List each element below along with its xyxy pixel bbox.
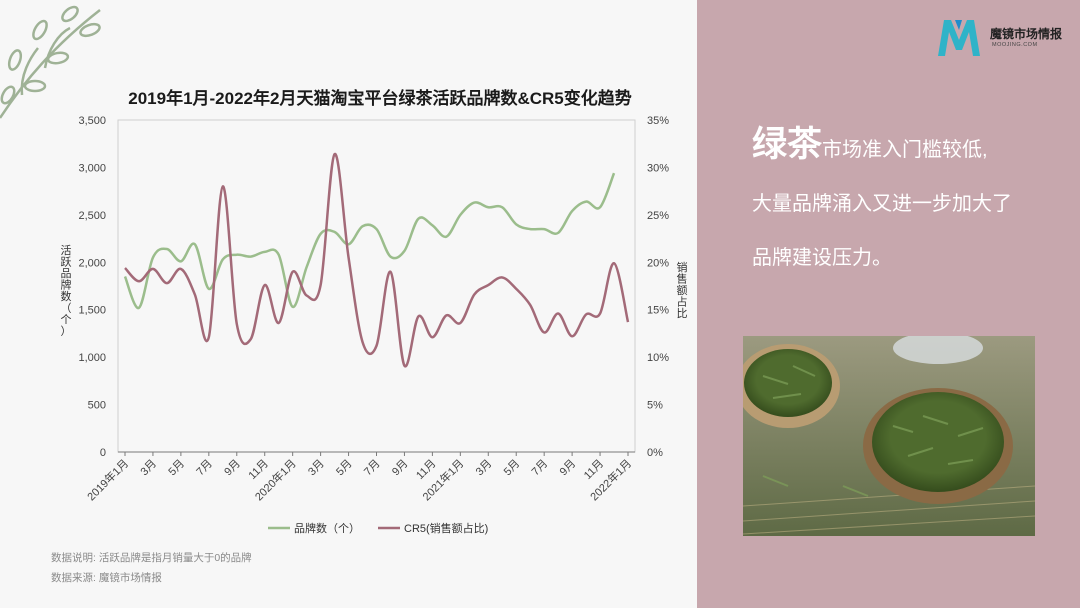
y-right-tick-label: 30% [647,162,669,174]
axes: 0 500 1,000 1,500 2,000 2,500 3,000 3,500 0% 5% 10… [61,115,688,503]
legend-label: CR5(销售额占比) [404,521,488,535]
green-tea-photo [743,336,1035,536]
axis-title-char: 数 [61,290,72,303]
x-tick-label: 9月 [390,458,411,479]
brand-name: 魔镜市场情报 [990,27,1063,41]
headline-line1: 市场准入门槛较低, [822,139,988,161]
axis-title-char: 活 [61,244,72,257]
chart-title: 2019年1月-2022年2月天猫淘宝平台绿茶活跃品牌数&CR5变化趋势 [128,89,632,108]
y-right-tick-label: 10% [647,352,669,364]
y-right-axis-title: 销售额占比 [677,260,688,320]
left-panel: 2019年1月-2022年2月天猫淘宝平台绿茶活跃品牌数&CR5变化趋势 0 50… [0,5,688,584]
legend-item-cr5: CR5(销售额占比) [378,521,488,535]
axis-title-char: 品 [61,267,72,280]
legend-label: 品牌数（个） [294,521,360,535]
moojing-logo-icon [938,20,980,56]
y-left-tick-label: 3,000 [78,162,106,174]
axis-title-char: 跃 [61,254,72,268]
axis-title-char: 比 [677,307,688,320]
line-chart: 0 500 1,000 1,500 2,000 2,500 3,000 3,500 0% 5% 10… [61,115,688,535]
x-tick-label: 7月 [362,458,383,479]
plot-area [117,119,636,453]
headline-line2: 大量品牌涌入又进一步加大了 [752,193,1012,215]
y-right-tick-label: 20% [647,257,669,269]
x-tick-label: 2019年1月 [84,456,131,503]
legend: 品牌数（个） CR5(销售额占比) [268,521,488,535]
x-tick-label: 5月 [334,458,355,479]
axis-title-char: 销 [677,260,688,274]
y-left-tick-label: 500 [88,400,106,412]
axis-title-char: 个 [61,313,72,326]
x-tick-label: 11月 [414,458,438,482]
series-layer [123,152,630,368]
axis-title-char: 牌 [61,277,72,291]
x-tick-label: 11月 [247,458,271,482]
headline-line3: 品牌建设压力。 [752,247,892,269]
x-tick-label: 11月 [582,458,606,482]
y-left-tick-label: 1,000 [78,352,106,364]
data-explanation-note: 数据说明: 活跃品牌是指月销量大于0的品牌 [51,552,252,564]
axis-title-char: （ [61,301,72,314]
headline: 绿茶市场准入门槛较低, 大量品牌涌入又进一步加大了 品牌建设压力。 [752,118,1052,285]
x-tick-label: 5月 [502,458,523,479]
x-tick-label: 3月 [138,458,159,479]
axis-title-char: 占 [677,295,688,309]
x-tick-label: 3月 [474,458,495,479]
y-left-tick-label: 0 [100,447,106,459]
x-tick-label: 7月 [530,458,551,479]
axis-title-char: 额 [677,284,688,297]
y-left-tick-label: 1,500 [78,305,106,317]
series-line-brand-count [123,172,616,310]
axis-title-char: 售 [677,272,688,286]
data-source-note: 数据来源: 魔镜市场情报 [51,572,162,584]
y-right-tick-label: 35% [647,115,669,127]
brand-sub: MOOJING.COM [992,42,1038,48]
y-right-tick-label: 5% [647,400,663,412]
y-left-tick-label: 2,000 [78,257,106,269]
series-line-cr5 [124,152,630,368]
x-tick-label: 5月 [166,458,187,479]
y-left-tick-label: 2,500 [78,210,106,222]
x-tick-label: 7月 [194,458,215,479]
y-left-axis-title: 活跃品牌数（个） [61,244,72,338]
y-right-tick-label: 25% [647,210,669,222]
legend-item-brand-count: 品牌数（个） [268,521,360,535]
x-tick-label: 9月 [558,458,579,479]
leaf-decoration-icon [0,5,101,119]
headline-emphasis: 绿茶 [752,125,823,164]
axis-title-char: ） [61,324,72,337]
y-left-tick-label: 3,500 [78,115,106,127]
x-tick-label: 3月 [306,458,327,479]
y-right-tick-label: 15% [647,305,669,317]
y-right-tick-label: 0% [647,447,663,459]
x-tick-label: 9月 [222,458,243,479]
